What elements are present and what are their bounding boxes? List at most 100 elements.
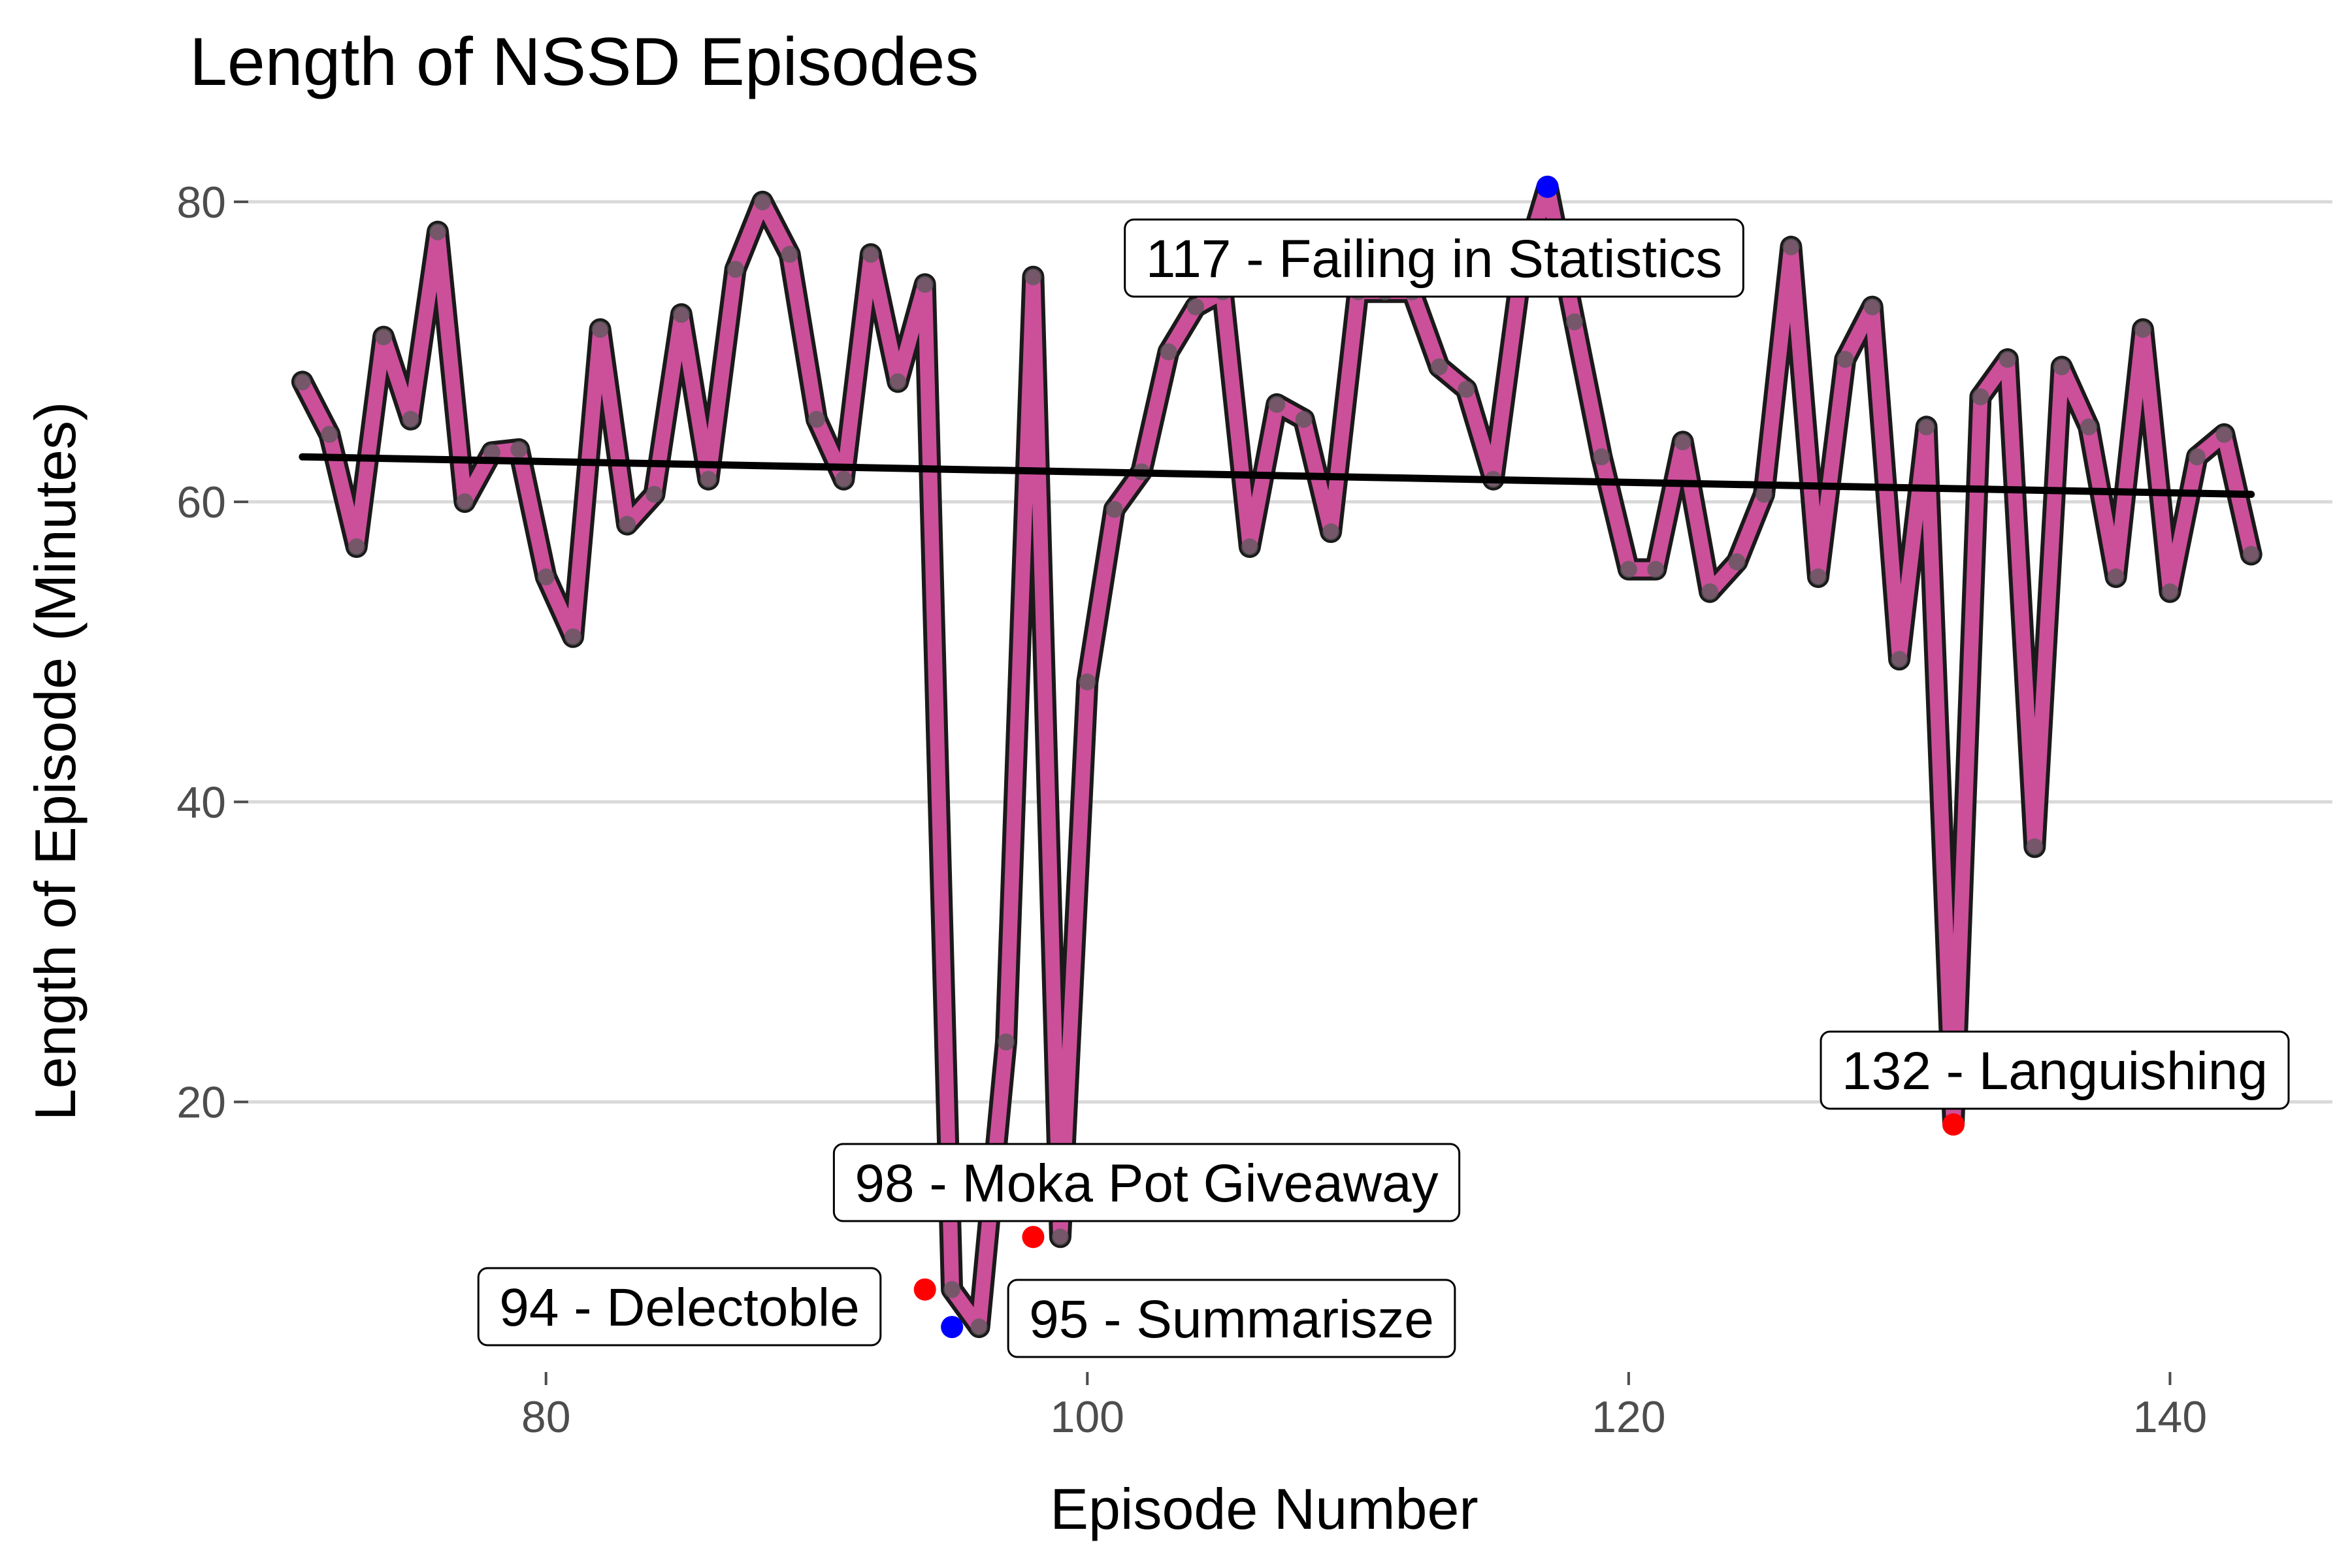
data-point (1809, 568, 1827, 585)
data-point (456, 493, 474, 511)
data-point (1295, 410, 1313, 428)
trend-line (299, 453, 2255, 498)
data-point (1322, 523, 1340, 541)
data-point (1674, 433, 1691, 451)
annotation-label: 98 - Moka Pot Giveaway (832, 1143, 1461, 1222)
annotation-box (1820, 1030, 2290, 1110)
annotation-box (1124, 218, 1744, 298)
x-tick-label: 140 (2133, 1392, 2207, 1442)
data-point (700, 470, 717, 488)
highlight-points (913, 175, 1965, 1339)
data-point (862, 246, 879, 263)
annotation-text: 117 - Failing in Statistics (1146, 229, 1723, 289)
data-point (2107, 568, 2125, 585)
annotations: 94 - Delectoble 95 - Summarisze 98 - Moka … (477, 218, 2290, 1358)
data-point (808, 410, 825, 428)
data-point (1566, 313, 1583, 331)
highlight-point (913, 1278, 936, 1301)
data-point (2080, 418, 2098, 436)
annotation-text: 98 - Moka Pot Giveaway (855, 1154, 1438, 1213)
highlight-point (1536, 175, 1559, 198)
data-point (537, 568, 555, 585)
annotation-box (832, 1143, 1461, 1222)
data-point (429, 223, 446, 240)
data-point (2242, 546, 2260, 563)
data-point (510, 440, 528, 458)
annotation-label: 94 - Delectoble (477, 1267, 882, 1347)
data-point (1430, 358, 1448, 376)
data-point (889, 373, 907, 391)
highlight-point (941, 1316, 964, 1339)
data-point (402, 410, 419, 428)
data-point (321, 425, 338, 443)
annotation-label: 95 - Summarisze (1007, 1279, 1456, 1358)
annotation-label: 117 - Failing in Statistics (1124, 218, 1744, 298)
data-point (1863, 298, 1881, 316)
data-point (1241, 538, 1258, 556)
data-point (293, 373, 311, 391)
data-point (2134, 321, 2151, 338)
data-point (970, 1318, 988, 1336)
data-point (754, 193, 772, 210)
data-point (2026, 838, 2044, 856)
data-point (1918, 418, 1935, 436)
data-point (348, 538, 365, 556)
annotation-text: 132 - Languishing (1842, 1041, 2268, 1101)
data-point (916, 276, 934, 293)
data-point (1620, 561, 1637, 578)
data-point (483, 444, 500, 461)
y-axis-title: Length of Episode (Minutes) (23, 402, 88, 1121)
annotation-label: 132 - Languishing (1820, 1030, 2290, 1110)
data-point (1051, 1228, 1069, 1246)
data-point (727, 261, 744, 278)
annotation-box (477, 1267, 882, 1347)
x-tick-label: 80 (521, 1392, 571, 1442)
data-point (591, 321, 609, 338)
data-point (781, 246, 798, 263)
annotation-box (1007, 1279, 1456, 1358)
data-point (2188, 448, 2206, 466)
data-point (1593, 448, 1610, 466)
axes: 20 40 60 80 80 100 120 140 (176, 178, 2207, 1442)
y-tick-label: 80 (176, 178, 226, 227)
data-point (1079, 673, 1096, 691)
data-point (1187, 298, 1204, 316)
data-point (1782, 238, 1800, 255)
y-tick-label: 60 (176, 478, 226, 527)
data-point (672, 306, 690, 323)
series-line (291, 175, 2262, 1339)
data-point (1837, 351, 1854, 368)
data-point (1999, 351, 2016, 368)
chart-title: Length of NSSD Episodes (189, 24, 979, 100)
data-point (1728, 553, 1746, 570)
data-point (998, 1033, 1015, 1051)
data-point (619, 515, 636, 533)
data-point (1701, 583, 1719, 600)
data-point (1458, 380, 1475, 398)
highlight-point (1942, 1113, 1965, 1136)
data-point (564, 628, 582, 645)
data-point (2215, 425, 2233, 443)
data-point (2161, 583, 2179, 600)
data-point (1756, 485, 1772, 503)
annotation-text: 95 - Summarisze (1029, 1290, 1434, 1349)
data-point (1972, 388, 1989, 406)
y-tick-label: 20 (176, 1078, 226, 1128)
x-tick-label: 100 (1051, 1392, 1124, 1442)
data-point (1105, 500, 1123, 518)
data-point (943, 1281, 961, 1298)
data-point (1891, 651, 1908, 668)
data-point (1160, 343, 1177, 361)
trend-line-segment (299, 453, 2255, 498)
data-point (1268, 395, 1286, 413)
data-point (375, 328, 393, 346)
data-point (645, 485, 663, 503)
data-point (2053, 358, 2070, 376)
highlight-point (1022, 1226, 1045, 1249)
y-tick-label: 40 (176, 777, 226, 827)
data-point (1647, 561, 1665, 578)
data-point (835, 470, 853, 488)
x-axis-title: Episode Number (1050, 1477, 1478, 1541)
